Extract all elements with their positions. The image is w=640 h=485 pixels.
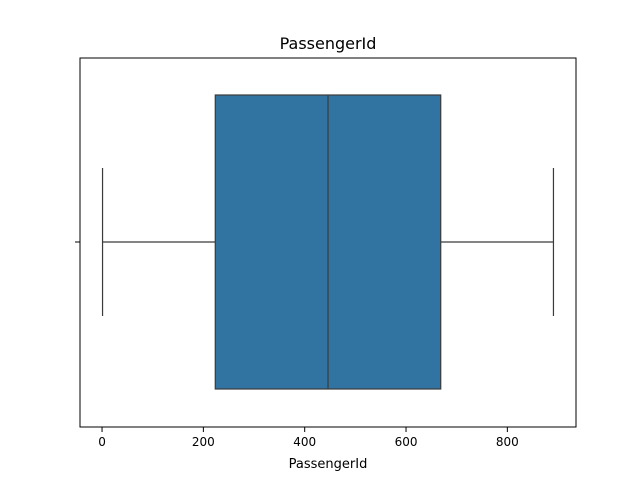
- x-tick-label: 400: [293, 435, 316, 449]
- x-tick-label: 0: [98, 435, 106, 449]
- x-tick-label: 800: [496, 435, 519, 449]
- chart-title: PassengerId: [280, 34, 377, 53]
- x-tick-label: 200: [192, 435, 215, 449]
- plot-area: 0 200 400 600 800: [75, 57, 577, 449]
- x-tick-label: 600: [395, 435, 418, 449]
- x-axis-label: PassengerId: [289, 457, 368, 472]
